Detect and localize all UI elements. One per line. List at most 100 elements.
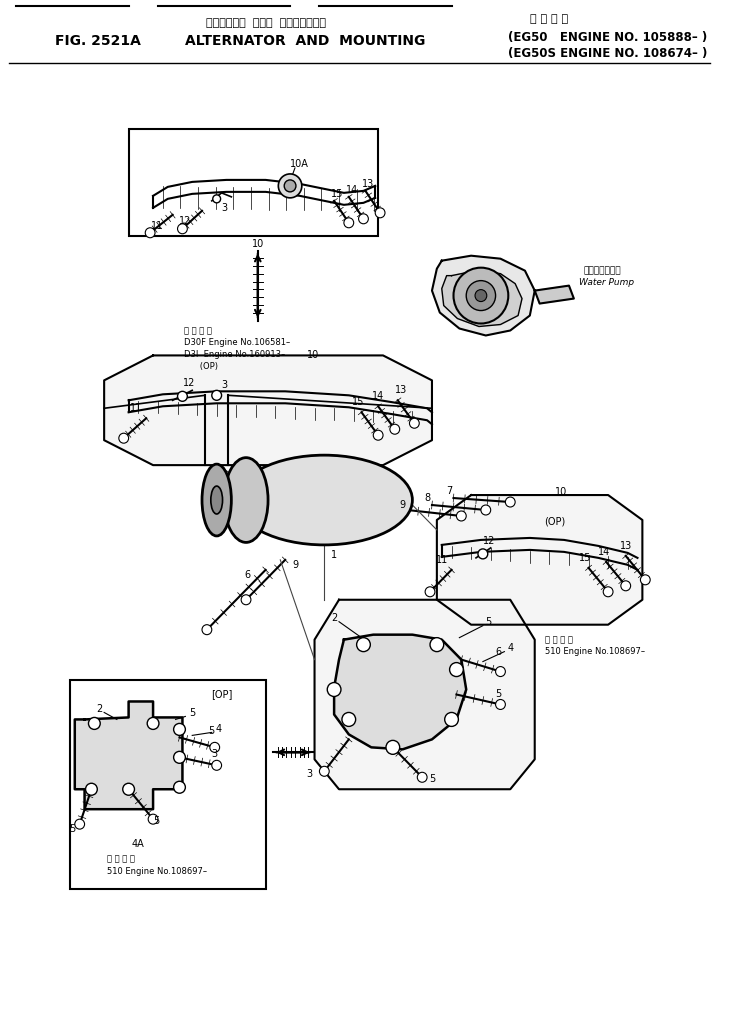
Text: 13: 13 — [619, 541, 632, 551]
Circle shape — [148, 815, 158, 824]
Circle shape — [417, 773, 427, 782]
Circle shape — [496, 699, 505, 709]
Circle shape — [344, 218, 354, 228]
Text: 8: 8 — [424, 493, 430, 503]
Circle shape — [445, 712, 458, 727]
Bar — [70, 680, 266, 889]
Circle shape — [373, 430, 383, 440]
Circle shape — [284, 180, 296, 192]
Circle shape — [86, 783, 97, 795]
Circle shape — [178, 391, 187, 402]
Text: 15: 15 — [580, 553, 591, 563]
Text: Water Pump: Water Pump — [579, 278, 634, 287]
Text: ALTERNATOR  AND  MOUNTING: ALTERNATOR AND MOUNTING — [184, 35, 425, 48]
Polygon shape — [534, 285, 574, 304]
Text: (OP): (OP) — [184, 362, 218, 371]
Circle shape — [376, 207, 385, 218]
Text: (EG50   ENGINE NO. 105888– ): (EG50 ENGINE NO. 105888– ) — [509, 31, 708, 44]
Polygon shape — [437, 495, 643, 624]
Circle shape — [409, 418, 419, 428]
Bar — [129, 129, 378, 236]
Circle shape — [173, 751, 185, 763]
Circle shape — [449, 662, 463, 677]
Text: 4A: 4A — [132, 839, 145, 849]
Text: (OP): (OP) — [544, 517, 565, 527]
Text: 10: 10 — [555, 487, 567, 497]
Circle shape — [621, 580, 631, 591]
Circle shape — [386, 740, 400, 754]
Ellipse shape — [211, 486, 223, 514]
Polygon shape — [75, 701, 182, 809]
Text: 5: 5 — [496, 690, 501, 699]
Circle shape — [119, 433, 129, 444]
Circle shape — [278, 174, 302, 198]
Circle shape — [202, 624, 212, 635]
Text: 適 用 号 機: 適 用 号 機 — [545, 635, 572, 644]
Text: 4: 4 — [507, 643, 513, 653]
Circle shape — [342, 712, 356, 727]
Text: [OP]: [OP] — [211, 690, 232, 699]
Circle shape — [173, 724, 185, 736]
Text: 5: 5 — [153, 817, 159, 826]
Circle shape — [145, 228, 155, 238]
Text: 10A: 10A — [291, 159, 310, 169]
Ellipse shape — [224, 458, 268, 543]
Circle shape — [210, 742, 220, 752]
Text: オルタネータ  および  マウンティング: オルタネータ および マウンティング — [206, 18, 326, 29]
Circle shape — [603, 587, 613, 597]
Circle shape — [640, 574, 650, 585]
Circle shape — [356, 638, 370, 652]
Text: ウォータポンプ: ウォータポンプ — [583, 266, 621, 275]
Circle shape — [178, 224, 187, 234]
Polygon shape — [315, 600, 534, 789]
Text: 1: 1 — [331, 550, 337, 560]
Polygon shape — [104, 356, 432, 465]
Text: 5: 5 — [429, 775, 435, 784]
Text: 適 用 号 機: 適 用 号 機 — [107, 854, 135, 864]
Text: 2: 2 — [96, 704, 102, 714]
Text: 510 Engine No.108697–: 510 Engine No.108697– — [107, 867, 207, 876]
Text: 12: 12 — [482, 536, 495, 546]
Circle shape — [319, 766, 329, 777]
Circle shape — [173, 781, 185, 793]
Text: 3: 3 — [222, 380, 228, 390]
Text: 5: 5 — [189, 708, 195, 718]
Circle shape — [212, 760, 222, 771]
Circle shape — [478, 549, 488, 559]
Text: 9: 9 — [400, 500, 406, 510]
Polygon shape — [334, 635, 466, 749]
Text: 3: 3 — [212, 749, 218, 759]
Text: 14: 14 — [372, 391, 384, 402]
Circle shape — [147, 717, 159, 730]
Text: D30F Engine No.106581–: D30F Engine No.106581– — [184, 338, 291, 346]
Text: 2: 2 — [331, 613, 337, 622]
Circle shape — [213, 195, 220, 202]
Text: D3I  Engine No.160913–: D3I Engine No.160913– — [184, 350, 285, 359]
Text: 12: 12 — [183, 378, 195, 388]
Polygon shape — [441, 271, 522, 326]
Ellipse shape — [236, 455, 412, 545]
Text: 10: 10 — [252, 239, 264, 248]
Circle shape — [390, 424, 400, 434]
Text: 4: 4 — [216, 725, 222, 735]
Text: 14: 14 — [598, 547, 610, 557]
Text: 12: 12 — [179, 216, 191, 226]
Circle shape — [241, 595, 251, 605]
Text: FIG. 2521A: FIG. 2521A — [55, 35, 141, 48]
Circle shape — [496, 666, 505, 677]
Text: 10: 10 — [307, 351, 318, 361]
Ellipse shape — [202, 464, 231, 536]
Circle shape — [454, 268, 508, 324]
Circle shape — [212, 390, 222, 401]
Text: 11: 11 — [151, 221, 163, 231]
Circle shape — [425, 587, 435, 597]
Circle shape — [457, 511, 466, 521]
Text: 11: 11 — [436, 555, 448, 565]
Text: 9: 9 — [292, 560, 298, 570]
Circle shape — [89, 717, 100, 730]
Circle shape — [430, 638, 444, 652]
Text: 13: 13 — [362, 179, 375, 189]
Circle shape — [475, 289, 487, 301]
Text: 13: 13 — [395, 385, 407, 396]
Text: 14: 14 — [346, 185, 358, 195]
